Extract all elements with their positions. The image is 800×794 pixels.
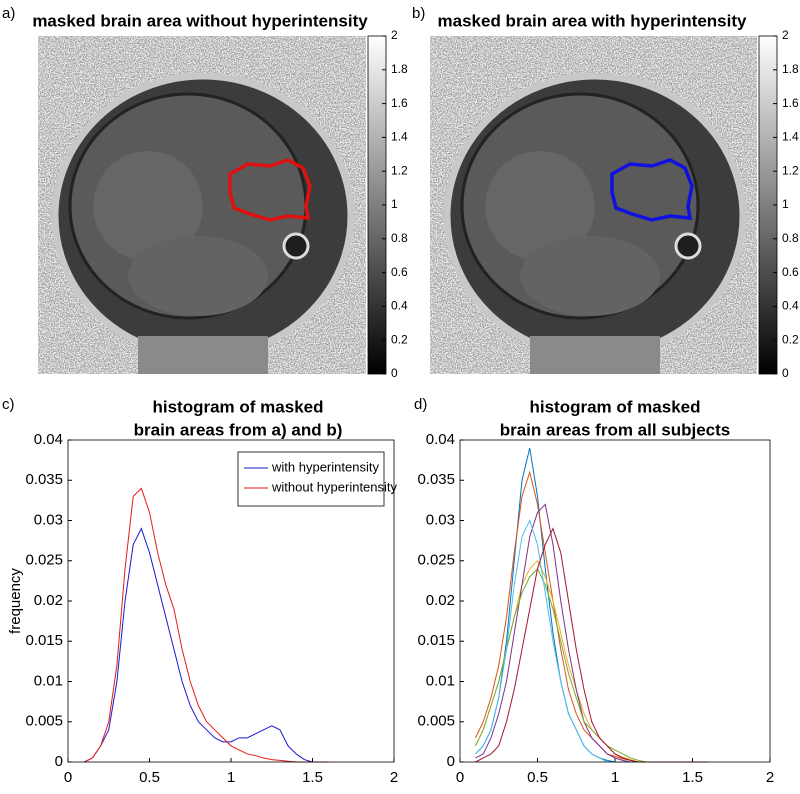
colorbar-tick-label: 1 [391, 197, 398, 211]
mri-image [38, 36, 366, 374]
histogram-line [84, 487, 329, 763]
colorbar-tick-label: 1 [782, 197, 789, 211]
y-tick-label: 0.01 [426, 672, 455, 689]
histogram-line [475, 447, 708, 763]
colorbar-tick-label: 1.8 [782, 62, 799, 76]
colorbar-tick-label: 0.4 [782, 299, 799, 313]
x-tick-label: 1.5 [682, 769, 703, 786]
cerebellum [485, 151, 595, 261]
colorbar-tick-label: 1.2 [391, 163, 408, 177]
chart-title: histogram of masked [530, 397, 701, 416]
colorbar-tick-label: 0 [391, 366, 398, 380]
cerebellum [93, 151, 203, 261]
x-tick-label: 0.5 [527, 769, 548, 786]
y-axis-label: frequency [7, 568, 24, 634]
x-tick-label: 1 [227, 769, 235, 786]
axes-box [459, 439, 771, 763]
y-tick-label: 0 [55, 753, 63, 770]
y-tick-label: 0.02 [426, 592, 455, 609]
mri-image [430, 36, 757, 374]
roi-contour [610, 158, 694, 222]
x-tick-label: 1.5 [302, 769, 323, 786]
legend-box [237, 451, 385, 507]
y-tick-label: 0.01 [34, 672, 63, 689]
x-tick-label: 1 [611, 769, 619, 786]
y-tick-label: 0 [447, 753, 455, 770]
panel-label: c) [2, 396, 15, 413]
colorbar-tick-label: 1.4 [391, 130, 408, 144]
lobe [520, 236, 660, 316]
legend-label: without hyperintensity [271, 479, 398, 494]
histogram-line [475, 519, 708, 763]
y-tick-label: 0.025 [417, 552, 455, 569]
y-tick-label: 0.025 [25, 552, 63, 569]
colorbar-tick-label: 2 [391, 28, 398, 42]
panel-label: b) [412, 5, 425, 22]
colorbar-tick-label: 0.6 [782, 265, 799, 279]
panel-label: a) [2, 5, 15, 22]
y-tick-label: 0.03 [34, 511, 63, 528]
eye [674, 232, 702, 260]
y-tick-label: 0.03 [426, 511, 455, 528]
x-tick-label: 0 [456, 769, 464, 786]
histogram-line [84, 527, 329, 763]
colorbar-tick-label: 0 [782, 366, 789, 380]
x-tick-label: 0 [64, 769, 72, 786]
colorbar-tick-label: 0.6 [391, 265, 408, 279]
chart-title: brain areas from a) and b) [134, 420, 343, 439]
colorbar-tick-label: 2 [782, 28, 789, 42]
colorbar-tick-label: 0.4 [391, 299, 408, 313]
chart-title: brain areas from all subjects [500, 420, 731, 439]
y-tick-label: 0.035 [25, 471, 63, 488]
histogram-line [475, 559, 708, 763]
y-tick-label: 0.005 [25, 713, 63, 730]
roi-contour [228, 158, 312, 222]
x-tick-label: 2 [390, 769, 398, 786]
chart-title: histogram of masked [153, 397, 324, 416]
colorbar-tick-label: 1.6 [782, 96, 799, 110]
lobe [128, 236, 268, 316]
chart-title: masked brain area without hyperintensity [32, 11, 368, 30]
y-tick-label: 0.035 [417, 471, 455, 488]
x-tick-label: 2 [766, 769, 774, 786]
y-tick-label: 0.04 [426, 431, 455, 448]
colorbar-tick-label: 1.8 [391, 62, 408, 76]
eye [282, 232, 310, 260]
neck-tissue [530, 336, 660, 374]
y-tick-label: 0.005 [417, 713, 455, 730]
y-tick-label: 0.015 [417, 632, 455, 649]
axes-box [67, 439, 395, 763]
colorbar-tick-label: 1.4 [782, 130, 799, 144]
colorbar-tick-label: 0.8 [782, 231, 799, 245]
histogram-line [475, 527, 708, 763]
colorbar-tick-label: 0.2 [782, 332, 799, 346]
neck-tissue [138, 336, 268, 374]
chart-title: masked brain area with hyperintensity [438, 11, 747, 30]
colorbar-tick-label: 1.6 [391, 96, 408, 110]
colorbar-tick-label: 0.8 [391, 231, 408, 245]
legend-label: with hyperintensity [271, 459, 379, 474]
panel-label: d) [414, 396, 427, 413]
y-tick-label: 0.02 [34, 592, 63, 609]
x-tick-label: 0.5 [139, 769, 160, 786]
y-tick-label: 0.015 [25, 632, 63, 649]
colorbar-tick-label: 1.2 [782, 163, 799, 177]
y-tick-label: 0.04 [34, 431, 63, 448]
colorbar-tick-label: 0.2 [391, 332, 408, 346]
